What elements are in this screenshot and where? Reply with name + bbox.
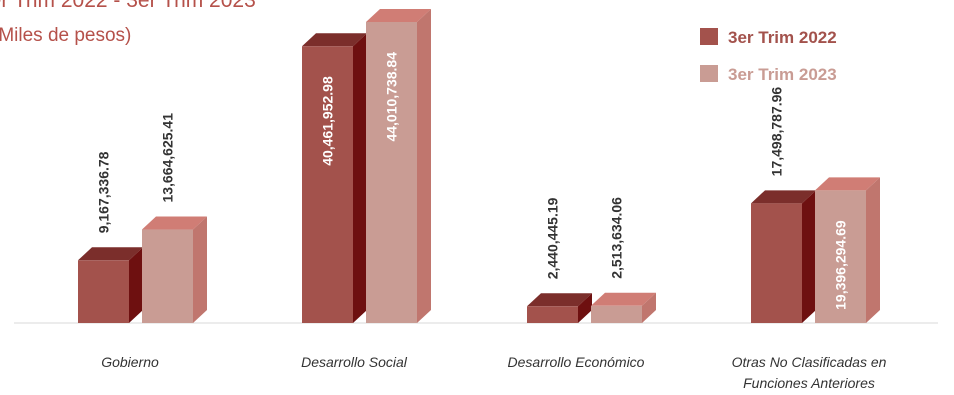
bar-top xyxy=(591,292,656,306)
bar-2-3: 2,513,634.06 xyxy=(591,197,656,323)
bar-top xyxy=(366,9,431,22)
category-label: Gobierno xyxy=(101,354,159,370)
bar-front xyxy=(591,305,642,323)
data-label: 19,396,294.69 xyxy=(833,220,849,310)
data-label: 2,440,445.19 xyxy=(545,197,561,279)
category-labels: Gobierno Desarrollo Social Desarrollo Econ… xyxy=(101,354,886,391)
bar-top xyxy=(527,293,592,307)
bar-1-1: 9,167,336.78 xyxy=(78,151,143,323)
legend-swatch xyxy=(700,65,718,82)
bar-top xyxy=(142,216,207,230)
bar-side xyxy=(193,216,207,323)
bar-front xyxy=(527,306,578,323)
data-label: 44,010,738.84 xyxy=(384,52,400,142)
bar-front xyxy=(302,46,353,323)
bar-top xyxy=(78,247,143,261)
bar-front xyxy=(815,190,866,323)
legend-swatch xyxy=(700,28,718,45)
bar-side xyxy=(802,190,816,323)
bar-top xyxy=(815,177,880,191)
bar-2-4: 19,396,294.69 xyxy=(815,177,880,323)
bar-front xyxy=(751,203,802,323)
legend-label: 3er Trim 2023 xyxy=(728,65,837,84)
data-label: 2,513,634.06 xyxy=(609,197,625,279)
legend: 3er Trim 2022 3er Trim 2023 xyxy=(700,28,837,84)
bar-side xyxy=(642,292,656,323)
bar-1-3: 2,440,445.19 xyxy=(527,197,592,323)
bars-layer: 9,167,336.78 40,461,952.98 2,440,445.19 17,… xyxy=(78,9,880,323)
bar-2-1: 13,664,625.41 xyxy=(142,113,207,323)
bar-2-2: 44,010,738.84 xyxy=(366,9,431,323)
data-label: 13,664,625.41 xyxy=(160,113,176,203)
data-label: 17,498,787.96 xyxy=(769,87,785,177)
category-label: Otras No Clasificadas en Funciones Anteri… xyxy=(732,354,887,391)
chart-subtitle: (Miles de pesos) xyxy=(0,25,131,46)
bar-top xyxy=(751,190,816,204)
bar-side xyxy=(578,293,592,323)
data-label: 9,167,336.78 xyxy=(96,151,112,233)
bar-side xyxy=(353,33,367,323)
data-label: 40,461,952.98 xyxy=(320,76,336,166)
category-label: Desarrollo Económico xyxy=(508,354,645,370)
bar-front xyxy=(78,260,129,323)
bar-side xyxy=(866,177,880,323)
bar-side xyxy=(129,247,143,323)
bar-1-2: 40,461,952.98 xyxy=(302,33,367,323)
bar-1-4: 17,498,787.96 xyxy=(751,87,816,323)
chart-title: 3er Trim 2022 - 3er Trim 2023 xyxy=(0,0,256,12)
bar-front xyxy=(142,229,193,323)
bar-top xyxy=(302,33,367,47)
bar-front xyxy=(366,22,417,323)
legend-label: 3er Trim 2022 xyxy=(728,28,837,47)
bar-side xyxy=(417,9,431,323)
category-label: Desarrollo Social xyxy=(301,354,408,370)
